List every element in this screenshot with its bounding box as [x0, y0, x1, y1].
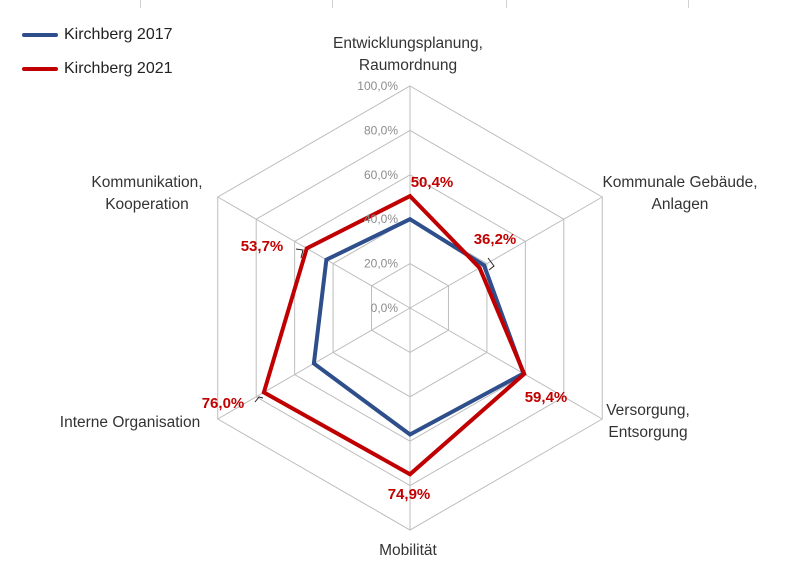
radar-tick-labels: 0,0% 20,0% 40,0% 60,0% 80,0% 100,0% [357, 79, 398, 315]
tick-label-3: 60,0% [364, 168, 398, 182]
legend: Kirchberg 2017 Kirchberg 2021 [22, 24, 173, 92]
top-frame-ticks [0, 0, 800, 8]
leader-line-5 [295, 248, 304, 259]
leader-line-4 [254, 396, 264, 403]
category-label-2-1: Entsorgung [608, 424, 687, 441]
tick-label-0: 0,0% [371, 301, 399, 315]
radar-grid [217, 85, 603, 531]
category-label-5-1: Kooperation [105, 196, 189, 213]
legend-item-2021: Kirchberg 2021 [22, 58, 173, 80]
grid-spoke-5 [217, 196, 411, 309]
category-label-3-0: Mobilität [379, 542, 437, 559]
data-label-4: 76,0% [202, 395, 245, 412]
radar-data-labels: 50,4% 36,2% 59,4% 74,9% 76,0% 53,7% [202, 174, 568, 503]
category-label-0-0: Entwicklungsplanung, [333, 35, 483, 52]
category-label-2-0: Versorgung, [606, 402, 690, 419]
leader-line-1 [487, 257, 495, 271]
grid-spoke-1 [409, 196, 603, 309]
series-line-1 [261, 193, 527, 477]
data-label-0: 50,4% [411, 174, 454, 191]
tick-label-1: 20,0% [364, 257, 398, 271]
radar-series [261, 193, 527, 477]
grid-spoke-2 [409, 307, 603, 420]
legend-label-2021: Kirchberg 2021 [64, 60, 173, 77]
radar-category-labels: Entwicklungsplanung, Raumordnung Kommunale… [60, 35, 758, 559]
data-label-3: 74,9% [388, 486, 431, 503]
category-label-1-1: Anlagen [652, 196, 709, 213]
category-label-0-1: Raumordnung [359, 57, 457, 74]
data-label-2: 59,4% [525, 389, 568, 406]
legend-swatch-2021 [22, 67, 58, 71]
category-label-1-0: Kommunale Gebäude, [602, 174, 757, 191]
category-label-5-0: Kommunikation, [91, 174, 202, 191]
tick-label-2: 40,0% [364, 212, 398, 226]
tick-label-4: 80,0% [364, 123, 398, 137]
legend-label-2017: Kirchberg 2017 [64, 26, 173, 43]
legend-swatch-2017 [22, 33, 58, 37]
data-label-1: 36,2% [474, 231, 517, 248]
category-label-4-0: Interne Organisation [60, 414, 200, 431]
tick-label-5: 100,0% [357, 79, 398, 93]
legend-item-2017: Kirchberg 2017 [22, 24, 173, 46]
data-label-5: 53,7% [241, 238, 284, 255]
series-line-0 [311, 216, 526, 437]
